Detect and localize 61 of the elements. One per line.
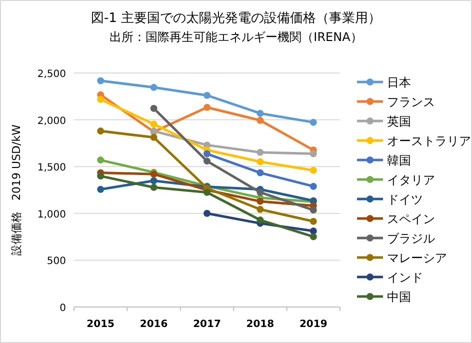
y-axis-title: 設備価格 2019 USD/kW [10, 124, 23, 256]
point [150, 177, 158, 184]
legend-label: フランス [387, 95, 435, 109]
x-tick-label: 2019 [299, 319, 328, 330]
point [204, 150, 210, 158]
point [204, 210, 210, 217]
chart-title: 図-1 主要国での太陽光発電の設備価格（事業用） [90, 10, 382, 26]
point [310, 150, 317, 158]
point [256, 216, 264, 224]
y-tick-label: 2,000 [37, 116, 66, 127]
point [256, 116, 264, 124]
y-tick-label: 0 [60, 303, 66, 314]
point [204, 92, 210, 99]
legend-label: オーストラリア [387, 134, 471, 148]
y-tick-label: 1,500 [37, 162, 66, 174]
point [256, 110, 264, 117]
point [310, 118, 317, 126]
point [97, 96, 104, 103]
point [150, 84, 158, 91]
legend-label: ブラジル [387, 232, 435, 246]
x-tick-label: 2018 [246, 319, 274, 330]
x-tick-label: 2017 [193, 319, 221, 330]
chart-subtitle: 出所：国際再生可能エネルギー機関（IRENA） [110, 30, 362, 44]
point [256, 158, 264, 166]
y-tick-label: 2,500 [37, 69, 66, 80]
point [97, 77, 104, 84]
y-tick-label: 1,000 [37, 209, 66, 220]
point [204, 158, 210, 165]
legend-label: マレーシア [387, 251, 447, 265]
point [150, 120, 158, 128]
legend-label: スペイン [387, 212, 435, 226]
point [204, 188, 210, 196]
point [150, 134, 158, 141]
point [150, 184, 158, 191]
point [256, 169, 264, 176]
point [256, 188, 264, 196]
legend-label: 日本 [387, 76, 411, 90]
legend-label: 英国 [387, 114, 411, 128]
legend-label: イタリア [387, 173, 435, 187]
point [256, 148, 264, 156]
legend-label: 中国 [387, 290, 411, 304]
point [97, 186, 104, 193]
x-tick-label: 2015 [86, 319, 115, 330]
point [310, 166, 317, 174]
point [97, 172, 104, 180]
point [310, 182, 317, 190]
point [204, 104, 210, 111]
legend-label: 韓国 [387, 154, 411, 168]
y-tick-label: 500 [46, 256, 66, 268]
point [97, 128, 104, 135]
legend-label: インド [387, 270, 423, 284]
legend-label: ドイツ [387, 192, 423, 206]
point [97, 156, 104, 164]
point [256, 198, 264, 205]
point [310, 206, 317, 214]
point [310, 233, 317, 240]
point [310, 218, 317, 225]
point [310, 227, 317, 234]
point [150, 104, 158, 112]
x-tick-label: 2016 [140, 319, 168, 330]
point [256, 206, 264, 213]
